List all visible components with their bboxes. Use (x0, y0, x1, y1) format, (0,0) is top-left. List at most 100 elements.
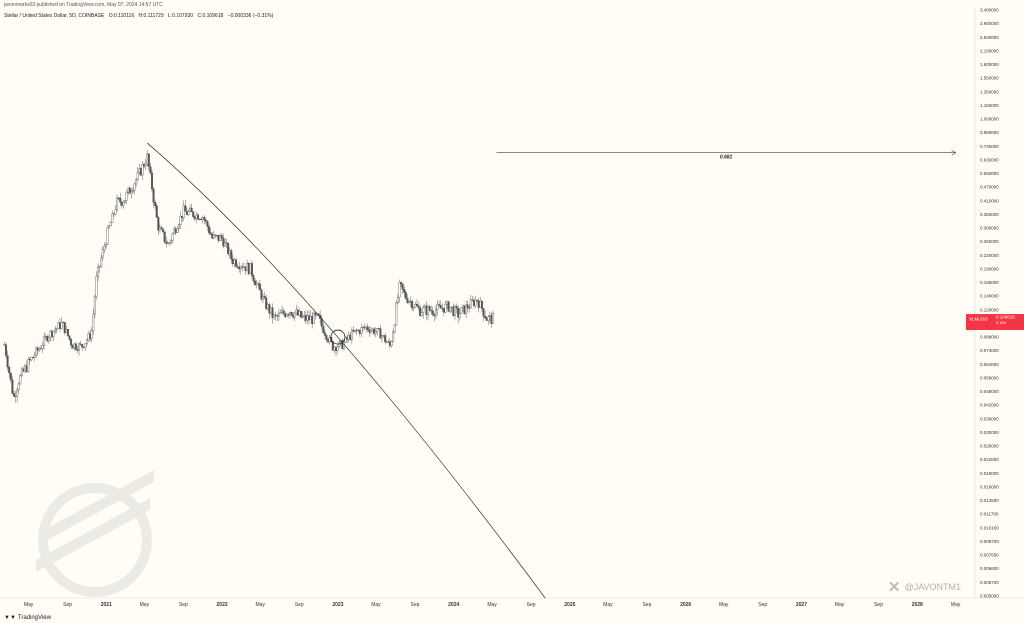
price-tick-label: 0.026000 (980, 444, 999, 449)
time-tick-label: Sep (527, 602, 536, 608)
candle (415, 304, 418, 307)
watermark-handle: @JAVONTM1 (904, 582, 962, 592)
candle (195, 214, 198, 220)
candle (187, 211, 190, 216)
candle (301, 316, 304, 318)
time-tick-label: 2021 (101, 602, 112, 608)
candle (222, 237, 225, 247)
candle (303, 315, 306, 317)
candle (252, 275, 255, 282)
price-tick-label: 2.900000 (980, 21, 999, 26)
candle (333, 346, 336, 351)
candle (488, 314, 491, 317)
downtrend-curve-line[interactable] (146, 142, 546, 599)
candle (20, 368, 23, 376)
tradingview-logo-icon: ▼▼ (4, 615, 16, 621)
retest-circle-marker[interactable] (330, 329, 346, 345)
candle (200, 218, 203, 220)
candle (392, 331, 395, 342)
candle (41, 345, 44, 349)
candle (203, 217, 206, 221)
candle (54, 329, 57, 332)
ohlc-close: C:0.109618 (197, 13, 224, 19)
candle (311, 316, 314, 324)
candle (346, 336, 349, 340)
candle (407, 301, 410, 303)
candle (92, 313, 95, 331)
candle (242, 266, 245, 268)
candle (393, 324, 396, 333)
candle (414, 304, 417, 308)
candle (284, 313, 287, 317)
price-tick-label: 0.064000 (980, 362, 999, 367)
candle (480, 300, 483, 309)
time-axis[interactable]: May Sep 2021 May Sep 2022 May Sep 2023 May Sep 2024… (24, 602, 961, 608)
candle (285, 314, 288, 317)
candle (225, 242, 228, 244)
candle (262, 296, 265, 300)
time-tick-label: Sep (63, 602, 72, 608)
candle (12, 393, 15, 397)
candle (453, 306, 456, 316)
candle (385, 341, 388, 343)
candle (192, 211, 195, 218)
candle (369, 329, 372, 333)
candle (327, 339, 330, 342)
candle (336, 346, 339, 351)
candle (485, 317, 488, 321)
candle (133, 183, 136, 191)
candle (376, 328, 379, 332)
candle (304, 315, 307, 321)
candle (300, 311, 303, 318)
price-tick-label: 2.100000 (980, 48, 999, 53)
candle (249, 263, 252, 274)
candle (216, 234, 219, 236)
candle (220, 235, 223, 239)
candle (231, 258, 234, 265)
candle (354, 329, 357, 332)
candle (476, 299, 479, 302)
candle (101, 249, 104, 259)
price-tick-label: 1.800000 (980, 62, 999, 67)
candle (214, 234, 217, 236)
candle (387, 341, 390, 343)
drawings-layer[interactable]: 0.681 (146, 142, 957, 599)
candle (103, 246, 106, 250)
candle (233, 259, 236, 265)
candle (458, 313, 461, 318)
candle (31, 357, 34, 359)
candle (323, 332, 326, 336)
candle (149, 166, 152, 174)
candle (147, 153, 150, 167)
candle (423, 305, 426, 308)
candle (412, 306, 415, 309)
symbol-title[interactable]: Stellar / United States Dollar, 5D, COIN… (4, 13, 105, 19)
candle (258, 283, 261, 291)
candle (108, 225, 111, 229)
candle (244, 266, 247, 271)
candles-series (3, 150, 495, 403)
candle (182, 205, 185, 219)
candle (250, 263, 253, 276)
candle (127, 187, 130, 193)
candle (468, 307, 471, 309)
price-axis[interactable]: 3.400000 2.900000 2.500000 2.100000 1.800000… (980, 8, 999, 599)
last-price-tag: XLMUSD 0.109618 2:15h (966, 314, 1024, 331)
target-ray-label: 0.681 (720, 155, 733, 161)
author-watermark: ✕ @JAVONTM1 (888, 578, 961, 596)
candle (46, 336, 49, 342)
candle (152, 188, 155, 203)
candle (257, 283, 260, 285)
candle (246, 262, 249, 271)
candle (74, 343, 77, 350)
price-tick-label: 0.470000 (980, 185, 999, 190)
candle (43, 336, 46, 346)
candle (288, 311, 291, 315)
time-tick-label: Sep (295, 602, 304, 608)
candle (404, 292, 407, 299)
time-tick-label: May (255, 602, 265, 608)
candle (431, 310, 434, 315)
price-tick-label: 2.500000 (980, 35, 999, 40)
tradingview-brand[interactable]: ▼▼ TradingView (4, 615, 51, 621)
